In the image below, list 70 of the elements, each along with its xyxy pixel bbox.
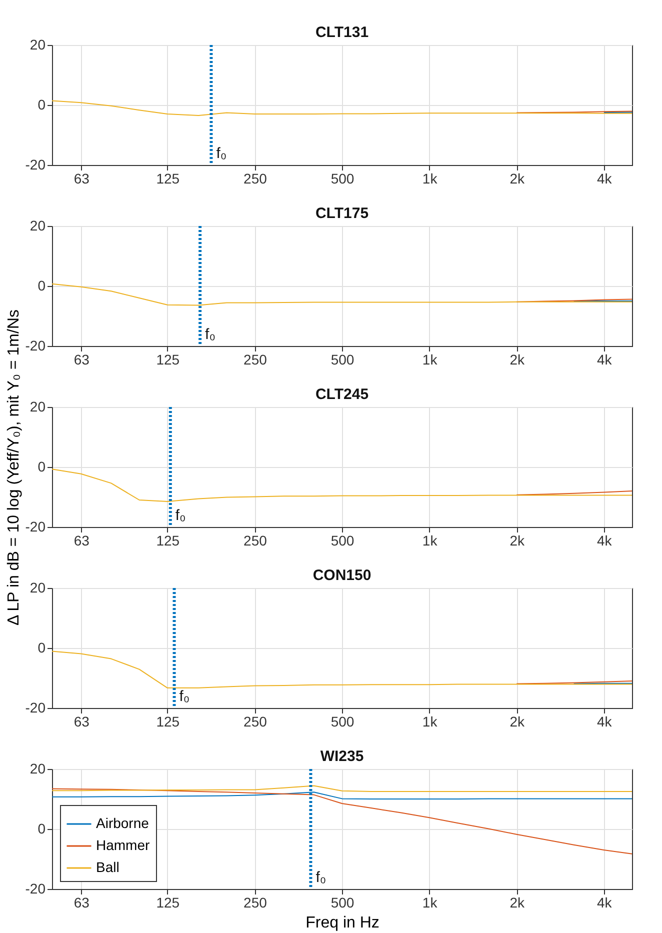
- x-tick-label: 500: [330, 894, 354, 910]
- y-tick-label: -20: [25, 156, 46, 172]
- x-tick-label: 125: [156, 894, 180, 910]
- x-tick-label: 1k: [422, 894, 438, 910]
- legend-label: Airborne: [96, 815, 150, 831]
- y-tick-label: 20: [30, 218, 46, 234]
- chart-title: CON150: [312, 567, 372, 584]
- ref-line-label: f₀: [316, 869, 326, 886]
- y-tick-label: -20: [25, 880, 46, 896]
- y-tick-label: 0: [38, 96, 46, 112]
- x-tick-label: 2k: [510, 714, 526, 730]
- y-tick-label: -20: [25, 338, 46, 354]
- x-tick-label: 125: [156, 532, 180, 548]
- x-tick-label: 4k: [597, 532, 613, 548]
- chart-title: WI235: [320, 748, 364, 765]
- y-axis-title: Δ LP in dB = 10 log (Yeff/Y₀), mit Y₀ = 1m/Ns: [5, 310, 22, 626]
- y-tick-label: 0: [38, 458, 46, 474]
- x-tick-label: 125: [156, 352, 180, 368]
- y-tick-label: 20: [30, 36, 46, 52]
- line-series: [52, 283, 632, 306]
- x-tick-label: 63: [74, 352, 90, 368]
- x-tick-label: 63: [74, 894, 90, 910]
- y-tick-label: -20: [25, 518, 46, 534]
- x-tick-label: 2k: [510, 894, 526, 910]
- x-tick-label: 250: [244, 532, 268, 548]
- x-tick-label: 63: [74, 170, 90, 186]
- ref-line-label: f₀: [175, 507, 186, 524]
- x-tick-label: 1k: [422, 532, 438, 548]
- x-tick-label: 4k: [597, 352, 613, 368]
- x-tick-label: 2k: [510, 170, 526, 186]
- x-tick-label: 500: [330, 170, 354, 186]
- x-tick-label: 4k: [597, 894, 613, 910]
- x-tick-label: 250: [244, 714, 268, 730]
- x-tick-label: 2k: [510, 352, 526, 368]
- x-tick-label: 1k: [422, 714, 438, 730]
- legend-label: Hammer: [96, 837, 150, 853]
- x-tick-label: 250: [244, 352, 268, 368]
- x-tick-label: 250: [244, 894, 268, 910]
- legend-label: Ball: [96, 859, 120, 875]
- y-tick-label: 0: [38, 640, 46, 656]
- x-tick-label: 4k: [597, 170, 613, 186]
- ref-line-label: f₀: [216, 145, 227, 162]
- x-tick-label: 4k: [597, 714, 613, 730]
- x-tick-label: 2k: [510, 532, 526, 548]
- x-tick-label: 500: [330, 352, 354, 368]
- x-axis-title: Freq in Hz: [306, 914, 380, 932]
- y-tick-label: 20: [30, 580, 46, 596]
- y-tick-label: 20: [30, 398, 46, 414]
- x-tick-label: 500: [330, 532, 354, 548]
- line-series: [52, 650, 632, 688]
- x-tick-label: 125: [156, 714, 180, 730]
- line-series: [52, 100, 632, 116]
- chart-title: CLT131: [315, 24, 369, 41]
- line-series: [52, 788, 632, 854]
- x-tick-label: 63: [74, 714, 90, 730]
- x-tick-label: 500: [330, 714, 354, 730]
- chart-title: CLT175: [315, 205, 369, 222]
- x-tick-label: 125: [156, 170, 180, 186]
- x-tick-label: 63: [74, 532, 90, 548]
- x-tick-label: 1k: [422, 170, 438, 186]
- x-tick-label: 1k: [422, 352, 438, 368]
- ref-line-label: f₀: [205, 326, 216, 343]
- y-tick-label: -20: [25, 700, 46, 716]
- y-tick-label: 0: [38, 278, 46, 294]
- x-tick-label: 250: [244, 170, 268, 186]
- ref-line-label: f₀: [179, 688, 190, 705]
- chart-title: CLT245: [315, 386, 369, 403]
- line-series: [52, 468, 632, 502]
- y-tick-label: 0: [38, 820, 46, 836]
- y-tick-label: 20: [30, 760, 46, 776]
